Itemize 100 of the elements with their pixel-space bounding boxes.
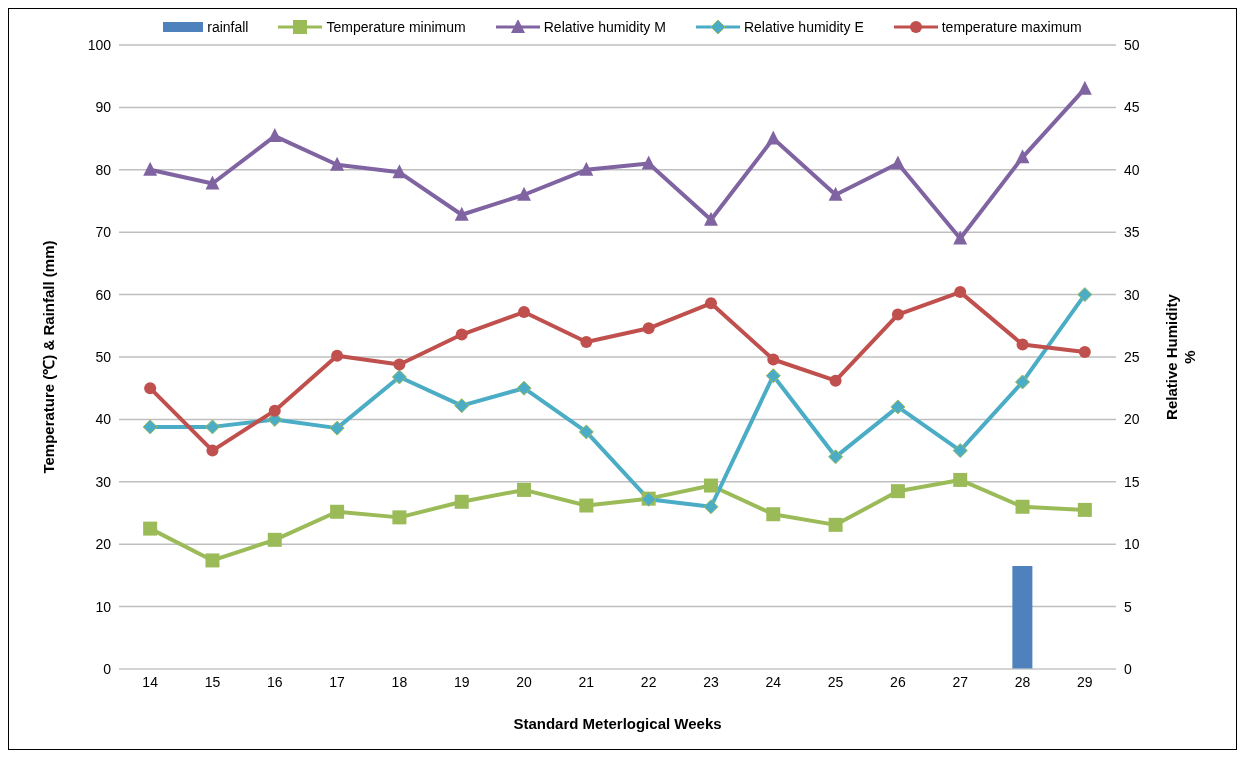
point: [703, 499, 719, 515]
y-tick-label: 30: [95, 473, 112, 490]
point: [517, 482, 532, 497]
x-tick-label: 24: [765, 673, 782, 690]
y2-tick-label: 25: [1124, 348, 1140, 365]
point: [454, 398, 470, 414]
point: [766, 130, 781, 145]
point: [205, 175, 220, 190]
y-tick-label: 60: [95, 286, 112, 303]
point: [392, 510, 407, 525]
legend-label: rainfall: [207, 19, 249, 35]
point: [828, 186, 843, 201]
point: [828, 517, 843, 532]
y-tick-label: 90: [95, 99, 112, 116]
point: [1077, 502, 1092, 517]
y2-tick-label: 20: [1124, 411, 1140, 428]
point: [518, 306, 531, 319]
point: [578, 424, 594, 440]
point: [391, 369, 407, 385]
point: [703, 211, 718, 226]
point: [767, 353, 780, 366]
point: [890, 399, 906, 415]
legend-label: Relative humidity M: [543, 19, 666, 35]
point: [704, 297, 717, 310]
legend-label: temperature maximum: [941, 19, 1082, 35]
point: [454, 494, 469, 509]
legend-label: Temperature minimum: [326, 19, 466, 35]
point: [330, 156, 345, 171]
y-tick-label: 10: [95, 598, 112, 615]
x-tick-label: 29: [1077, 673, 1093, 690]
point: [331, 349, 344, 362]
point: [579, 498, 594, 513]
point: [765, 368, 781, 384]
point: [954, 286, 967, 299]
y2-tick-label: 50: [1124, 36, 1140, 53]
point: [393, 358, 406, 371]
point: [1015, 499, 1030, 514]
y2-tick-label: 5: [1124, 598, 1132, 615]
y2-axis-title: Relative Humidity %: [1163, 293, 1198, 420]
point: [267, 532, 282, 547]
point: [953, 230, 968, 245]
point: [1077, 287, 1093, 303]
point: [1015, 149, 1030, 164]
x-tick-label: 22: [640, 673, 657, 690]
point: [828, 449, 844, 465]
x-tick-label: 23: [703, 673, 719, 690]
point: [829, 374, 842, 387]
point: [142, 419, 158, 435]
y2-tick-label: 45: [1124, 99, 1140, 116]
x-tick-label: 14: [142, 673, 159, 690]
y-axis-title: Temperature (℃) & Rainfall (mm): [40, 240, 58, 474]
y-tick-label: 50: [95, 348, 112, 365]
x-tick-label: 28: [1014, 673, 1031, 690]
point: [517, 186, 532, 201]
y2-tick-label: 0: [1124, 660, 1132, 677]
y-tick-label: 0: [103, 660, 112, 677]
point: [641, 155, 656, 170]
y2-tick-label: 30: [1124, 286, 1140, 303]
y-tick-label: 20: [95, 536, 112, 553]
legend-label: Relative humidity E: [743, 19, 864, 35]
point: [205, 553, 220, 568]
y-tick-label: 100: [87, 36, 112, 53]
y-tick-label: 80: [95, 161, 112, 178]
point: [268, 404, 281, 417]
x-tick-label: 21: [578, 673, 595, 690]
point: [206, 444, 219, 457]
y2-tick-label: 35: [1124, 224, 1140, 241]
x-axis-title: Standard Meterlogical Weeks: [513, 715, 722, 732]
point: [144, 382, 157, 395]
point: [143, 161, 158, 176]
x-tick-label: 17: [329, 673, 346, 690]
point: [766, 507, 781, 522]
y-tick-label: 70: [95, 224, 112, 241]
point: [890, 484, 905, 499]
point: [580, 336, 593, 349]
point: [579, 161, 594, 176]
x-tick-label: 26: [890, 673, 906, 690]
point: [953, 472, 968, 487]
point: [143, 521, 158, 536]
x-tick-label: 25: [827, 673, 844, 690]
x-tick-label: 27: [952, 673, 969, 690]
y2-tick-label: 40: [1124, 161, 1140, 178]
point: [455, 328, 468, 341]
point: [952, 443, 968, 459]
point: [329, 420, 345, 436]
y2-tick-label: 15: [1124, 473, 1140, 490]
point: [642, 322, 655, 335]
x-tick-label: 20: [516, 673, 533, 690]
point: [891, 308, 904, 321]
point: [1015, 374, 1031, 390]
point: [1078, 346, 1091, 359]
point: [1016, 338, 1029, 351]
point: [890, 155, 905, 170]
x-tick-label: 18: [391, 673, 408, 690]
x-tick-label: 19: [453, 673, 470, 690]
point: [454, 206, 469, 221]
point: [1077, 80, 1092, 95]
point: [204, 419, 220, 435]
y-tick-label: 40: [95, 411, 112, 428]
x-tick-label: 16: [266, 673, 283, 690]
